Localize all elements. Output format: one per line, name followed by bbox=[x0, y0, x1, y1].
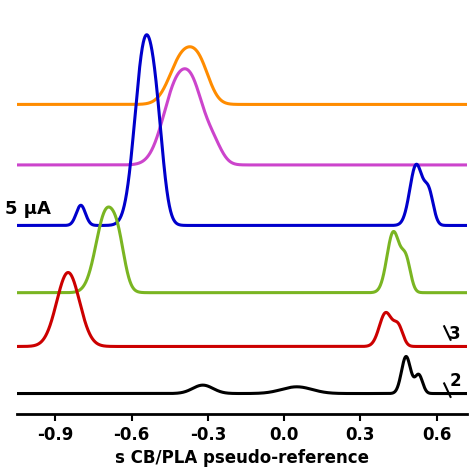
X-axis label: s CB/PLA pseudo-reference: s CB/PLA pseudo-reference bbox=[115, 449, 369, 467]
Text: 2: 2 bbox=[449, 372, 461, 390]
Text: 5 μA: 5 μA bbox=[5, 200, 51, 218]
Text: 3: 3 bbox=[449, 325, 461, 343]
